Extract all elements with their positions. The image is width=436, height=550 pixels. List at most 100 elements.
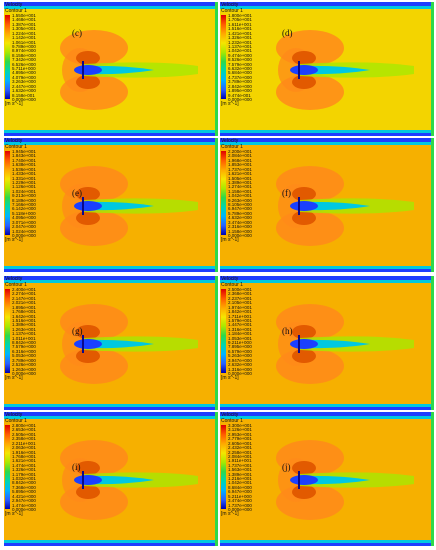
legend-tick-label: 4.632e+000 [228, 215, 252, 221]
rotor-low-velocity-core [290, 339, 318, 349]
legend-tick-label: 3.300e+001 [228, 423, 252, 428]
panel-label: (i) [72, 462, 81, 472]
legend-unit: [m s^-1] [5, 375, 23, 381]
upper-peak [292, 51, 316, 65]
legend-tick-label: 8.158e-001 [12, 92, 35, 98]
legend-tick-label: 0.000e+000 [12, 507, 36, 512]
legend-tick-label: 1.331e+001 [12, 175, 36, 181]
legend-tick-label: 1.184e+001 [228, 331, 252, 337]
color-legend: Velocity Contour 1 1.550e+001 1.468e+001 1.3… [5, 2, 53, 107]
legend-tick-label: 2.237e+001 [228, 295, 252, 301]
lower-peak [292, 485, 316, 499]
legend-tick-label: 0.000e+000 [12, 233, 36, 238]
rotor-low-velocity-core [74, 339, 102, 349]
upper-peak [76, 51, 100, 65]
legend-tick-label: 2.500e+001 [228, 287, 252, 292]
rotor-disc [298, 471, 300, 489]
legend-tick-label: 1.042e+001 [228, 48, 252, 54]
legend-tick-label: 2.084e+001 [228, 153, 252, 159]
contour-plot [220, 2, 434, 136]
right-wall-band [215, 276, 218, 410]
legend-tick-label: 6.632e+000 [228, 66, 252, 72]
legend-tick-label: 3.789e+000 [228, 79, 252, 85]
rotor-low-velocity-core [74, 475, 102, 485]
contour-panel: Velocity Contour 1 1.550e+001 1.468e+001 1.3… [4, 2, 218, 136]
lower-peak [292, 75, 316, 89]
legend-tick-label: 1.505e+001 [228, 175, 252, 181]
legend-tick-label: 8.684e+000 [228, 484, 252, 490]
legend-tick-label: 2.800e+001 [12, 423, 36, 428]
legend-tick-label: 2.021e+001 [12, 300, 36, 306]
legend-tick-label: 1.032e+001 [12, 476, 36, 482]
legend-tick-label: 7.368e+000 [12, 484, 36, 490]
rotor-disc [298, 335, 300, 353]
legend-tick-label: 8.842e+000 [12, 340, 36, 346]
wake-core [300, 201, 370, 211]
rotor-disc [298, 197, 300, 215]
panel-label: (g) [72, 326, 83, 336]
top-wall-gradient [4, 280, 218, 283]
legend-tick-label: 1.232e+001 [228, 39, 252, 45]
legend-tick-label: 1.024e+001 [12, 188, 36, 194]
legend-tick-label: 8.526e+000 [228, 57, 252, 63]
legend-subtitle: Contour 1 [5, 7, 27, 14]
legend-tick-label: 8.974e+000 [12, 48, 36, 54]
top-wall-gradient [220, 142, 434, 145]
legend-tick-label: 2.105e+001 [228, 300, 252, 306]
top-wall-gradient [220, 416, 434, 419]
legend-tick-label: 2.842e+000 [228, 83, 252, 89]
bottom-wall-gradient [4, 130, 218, 133]
legend-title: Velocity [221, 2, 239, 8]
right-wall-band [215, 2, 218, 136]
legend-tick-label: 2.526e+000 [12, 362, 36, 368]
legend-title: Velocity [221, 276, 239, 282]
legend-tick-label: 1.042e+001 [228, 480, 252, 486]
legend-tick-label: 0.000e+000 [228, 507, 252, 512]
bottom-wall-gradient [4, 266, 218, 269]
legend-unit: [m s^-1] [221, 101, 239, 107]
legend-tick-label: 6.316e+000 [12, 348, 36, 354]
bottom-wall-band [220, 407, 434, 410]
legend-subtitle: Contour 1 [221, 7, 243, 14]
legend-title: Velocity [5, 138, 23, 144]
legend-unit: [m s^-1] [5, 511, 23, 517]
legend-tick-label: 1.895e+000 [228, 88, 252, 94]
legend-tick-label: 2.063e+001 [12, 445, 36, 451]
legend-colorbar [221, 425, 226, 509]
legend-tick-label: 1.053e+001 [228, 335, 252, 341]
contour-plot [4, 412, 218, 546]
legend-tick-label: 1.024e+000 [12, 228, 36, 234]
legend-title: Velocity [5, 276, 23, 282]
wake-core [300, 65, 370, 75]
legend-tick-label: 8.842e+000 [12, 480, 36, 486]
bottom-wall-band [4, 407, 218, 410]
legend-tick-label: 1.711e+001 [228, 313, 252, 319]
legend-tick-label: 5.053e+000 [12, 353, 36, 359]
bottom-wall-gradient [220, 540, 434, 543]
legend-tick-label: 5.895e+000 [12, 489, 36, 495]
legend-tick-label: 3.071e+000 [12, 219, 36, 225]
panel-label: (d) [282, 28, 293, 38]
bottom-wall-band [220, 133, 434, 136]
wake-core [84, 475, 154, 485]
right-wall-band [431, 412, 434, 546]
right-wall-band [431, 276, 434, 410]
top-wall-gradient [4, 416, 218, 419]
legend-tick-label: 0.000e+000 [228, 371, 252, 376]
legend-tick-label: 5.711e+000 [12, 66, 36, 72]
rotor-low-velocity-core [74, 201, 102, 211]
legend-tick-label: 2.358e+001 [12, 436, 36, 442]
top-wall-band [4, 2, 218, 6]
legend-tick-label: 2.200e+001 [228, 149, 252, 154]
legend-tick-label: 2.605e+001 [228, 440, 252, 446]
legend-tick-label: 1.316e+001 [228, 326, 252, 332]
legend-tick-label: 2.274e+001 [12, 291, 36, 297]
legend-subtitle: Contour 1 [221, 417, 243, 424]
panel-label: (h) [282, 326, 293, 336]
color-legend: Velocity Contour 1 2.800e+001 2.653e+001 2.5… [5, 412, 53, 517]
right-wall-band [431, 138, 434, 272]
legend-colorbar [5, 15, 10, 99]
legend-tick-label: 9.789e+000 [12, 43, 36, 49]
contour-panel: Velocity Contour 1 1.800e+001 1.705e+001 1.6… [220, 2, 434, 136]
legend-tick-label: 1.389e+001 [12, 322, 36, 328]
